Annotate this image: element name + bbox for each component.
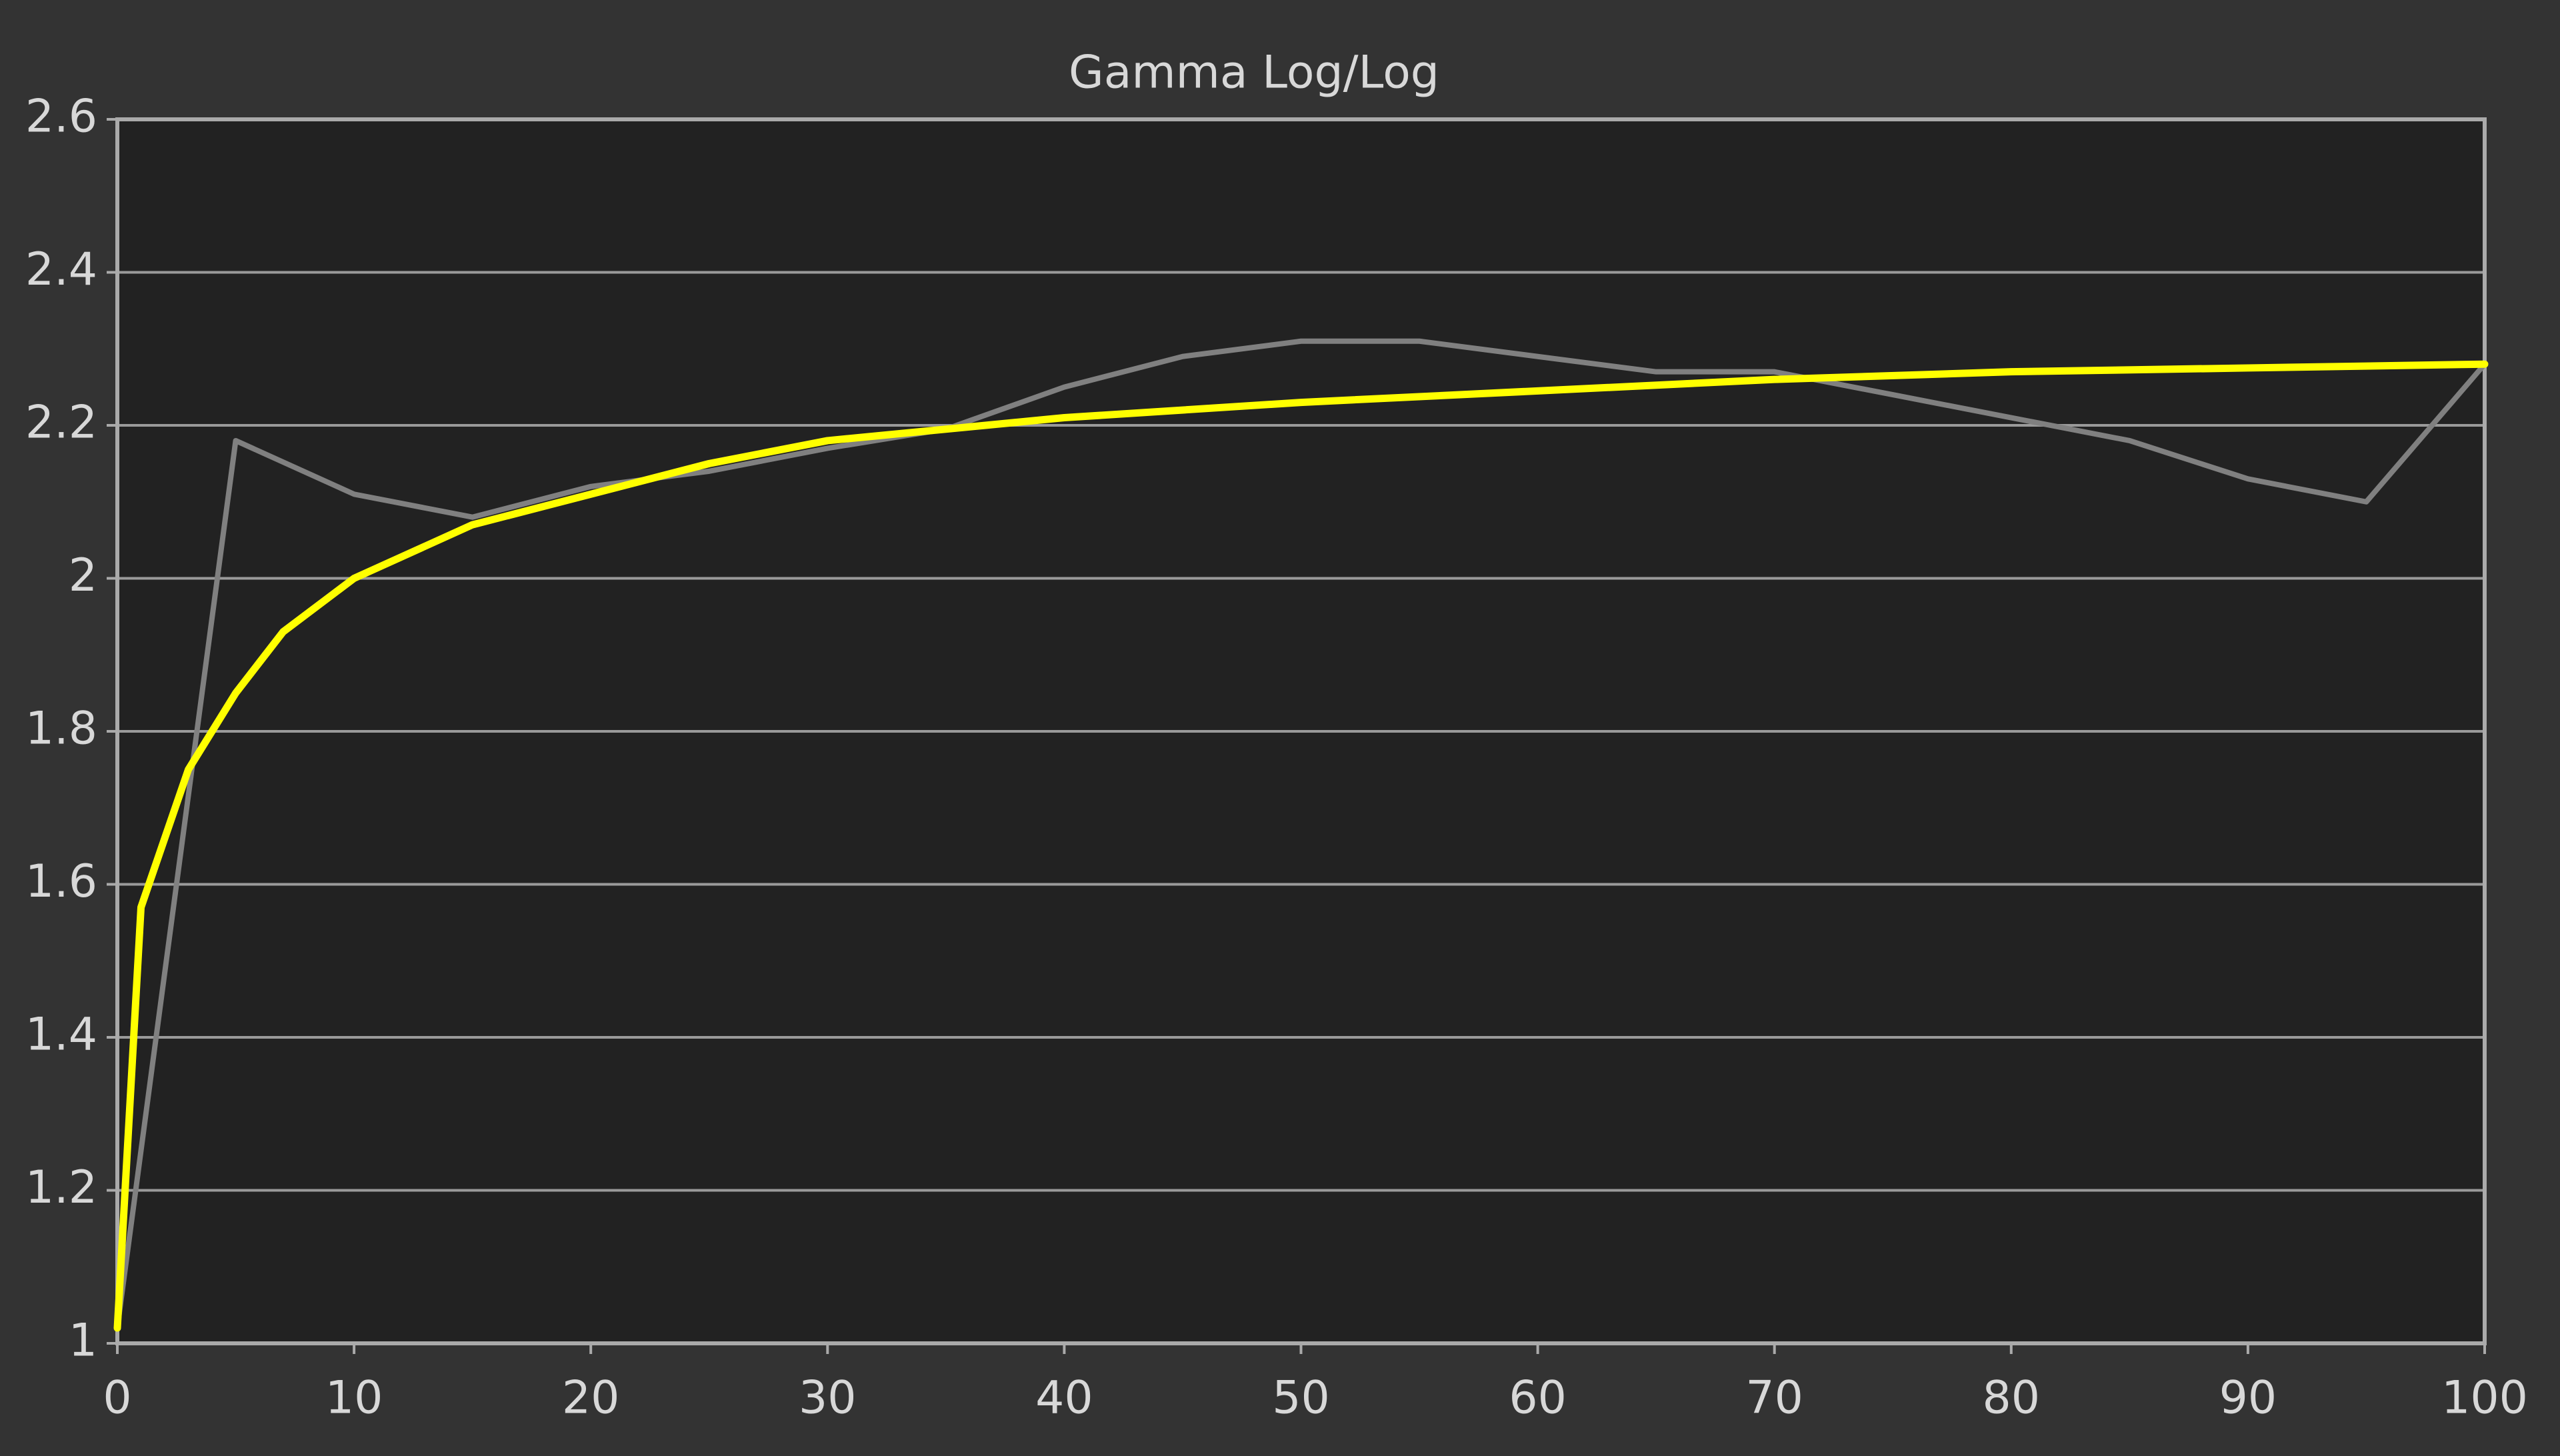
x-tick-label: 90 (2219, 1372, 2277, 1425)
x-tick-label: 30 (799, 1372, 857, 1425)
x-tick-label: 40 (1035, 1372, 1093, 1425)
x-tick-label: 100 (2441, 1372, 2528, 1425)
y-tick-label: 1.2 (25, 1161, 97, 1214)
plot-frame (115, 117, 2487, 1345)
y-tick-label: 2.6 (25, 91, 97, 143)
y-tick-label: 1.8 (25, 703, 97, 755)
x-tick-label: 70 (1745, 1372, 1803, 1425)
x-tick-label: 10 (325, 1372, 383, 1425)
x-tick-label: 20 (562, 1372, 620, 1425)
series-line (113, 360, 2489, 1332)
x-tick-label: 0 (103, 1372, 131, 1425)
y-tick-label: 2 (69, 549, 97, 602)
x-tick-label: 80 (1983, 1372, 2041, 1425)
chart-title: Gamma Log/Log (1069, 47, 1439, 99)
y-tick-label: 2.2 (25, 397, 97, 449)
y-tick-label: 1.6 (25, 855, 97, 908)
y-tick-label: 2.4 (25, 243, 97, 296)
x-tick-label: 60 (1509, 1372, 1567, 1425)
x-tick-label: 50 (1272, 1372, 1330, 1425)
series-line (115, 338, 2487, 1331)
y-tick-label: 1.4 (25, 1009, 97, 1061)
y-tick-label: 1 (69, 1315, 97, 1367)
